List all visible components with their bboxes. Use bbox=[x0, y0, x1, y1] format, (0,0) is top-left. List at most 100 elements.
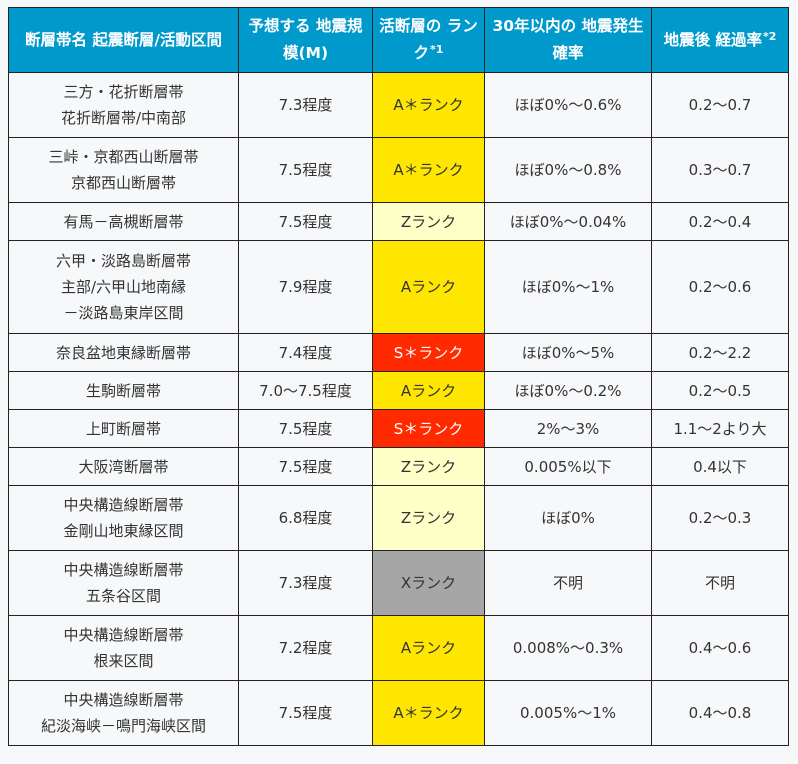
elapsed-ratio-cell: 0.2〜0.3 bbox=[651, 485, 789, 551]
fault-name-cell: 三方・花折断層帯 花折断層帯/中南部 bbox=[8, 72, 239, 138]
header-line: 活断層の bbox=[379, 17, 442, 35]
table-row: 生駒断層帯 7.0〜7.5程度 Aランク ほぼ0%〜0.2% 0.2〜0.5 bbox=[8, 371, 789, 410]
probability-cell: ほぼ0%〜0.6% bbox=[484, 72, 652, 138]
fault-name-line: 紀淡海峡－鳴門海峡区間 bbox=[40, 717, 206, 735]
probability-cell: ほぼ0%〜1% bbox=[484, 240, 652, 334]
table-row: 中央構造線断層帯 紀淡海峡－鳴門海峡区間 7.5程度 A＊ランク 0.005%〜… bbox=[8, 680, 789, 746]
table-row: 三峠・京都西山断層帯 京都西山断層帯 7.5程度 A＊ランク ほぼ0%〜0.8%… bbox=[8, 137, 789, 203]
fault-name-line: 京都西山断層帯 bbox=[70, 174, 176, 192]
fault-name-line: －淡路島東岸区間 bbox=[63, 304, 184, 322]
header-text: 経過率 bbox=[715, 30, 763, 49]
elapsed-ratio-cell: 0.2〜0.4 bbox=[651, 202, 789, 241]
rank-cell: Xランク bbox=[372, 550, 485, 616]
fault-name-cell: 六甲・淡路島断層帯 主部/六甲山地南縁 －淡路島東岸区間 bbox=[8, 240, 239, 334]
rank-cell: Zランク bbox=[372, 202, 485, 241]
probability-cell: 0.008%〜0.3% bbox=[484, 615, 652, 681]
magnitude-cell: 7.3程度 bbox=[238, 72, 373, 138]
header-line: 地震後 bbox=[663, 30, 711, 49]
probability-cell: 不明 bbox=[484, 550, 652, 616]
probability-cell: ほぼ0%〜5% bbox=[484, 333, 652, 372]
header-elapsed-ratio: 地震後 経過率*2 bbox=[651, 7, 789, 73]
footnote-marker: *2 bbox=[763, 29, 777, 43]
magnitude-cell: 7.9程度 bbox=[238, 240, 373, 334]
fault-name-line: 花折断層帯/中南部 bbox=[60, 109, 187, 127]
header-line: 断層帯名 bbox=[24, 30, 87, 49]
header-line: 地震発生確率 bbox=[552, 17, 644, 62]
probability-cell: ほぼ0%〜0.2% bbox=[484, 371, 652, 410]
fault-name-line: 上町断層帯 bbox=[85, 419, 161, 438]
fault-name-line: 六甲・淡路島断層帯 bbox=[55, 252, 191, 270]
fault-name-cell: 中央構造線断層帯 紀淡海峡－鳴門海峡区間 bbox=[8, 680, 239, 746]
magnitude-cell: 7.5程度 bbox=[238, 202, 373, 241]
header-line: 30年以内の bbox=[492, 17, 577, 35]
header-line: ランク*1 bbox=[414, 17, 478, 62]
probability-cell: 2%〜3% bbox=[484, 409, 652, 448]
fault-name-line: 金剛山地東縁区間 bbox=[63, 522, 184, 540]
magnitude-cell: 7.5程度 bbox=[238, 447, 373, 486]
probability-cell: ほぼ0%〜0.8% bbox=[484, 137, 652, 203]
fault-name-line: 根来区間 bbox=[93, 652, 154, 670]
fault-name-line: 大阪湾断層帯 bbox=[78, 457, 169, 476]
fault-table-container: 断層帯名 起震断層/活動区間 予想する 地震規模(M) 活断層の ランク*1 3… bbox=[8, 7, 789, 746]
fault-name-cell: 上町断層帯 bbox=[8, 409, 239, 448]
rank-cell: Aランク bbox=[372, 371, 485, 410]
table-row: 有馬－高槻断層帯 7.5程度 Zランク ほぼ0%〜0.04% 0.2〜0.4 bbox=[8, 202, 789, 241]
fault-name-line: 主部/六甲山地南縁 bbox=[60, 278, 187, 296]
fault-name-cell: 中央構造線断層帯 五条谷区間 bbox=[8, 550, 239, 616]
header-line: 予想する bbox=[248, 17, 311, 35]
active-fault-table: 断層帯名 起震断層/活動区間 予想する 地震規模(M) 活断層の ランク*1 3… bbox=[8, 7, 789, 746]
fault-name-cell: 生駒断層帯 bbox=[8, 371, 239, 410]
elapsed-ratio-cell: 不明 bbox=[651, 550, 789, 616]
rank-cell: Zランク bbox=[372, 447, 485, 486]
elapsed-ratio-cell: 0.4以下 bbox=[651, 447, 789, 486]
fault-name-line: 中央構造線断層帯 bbox=[63, 561, 184, 579]
fault-name-line: 五条谷区間 bbox=[85, 587, 161, 605]
header-text: ランク bbox=[413, 17, 478, 62]
table-row: 三方・花折断層帯 花折断層帯/中南部 7.3程度 A＊ランク ほぼ0%〜0.6%… bbox=[8, 72, 789, 138]
rank-cell: Aランク bbox=[372, 240, 485, 334]
probability-cell: ほぼ0% bbox=[484, 485, 652, 551]
magnitude-cell: 7.4程度 bbox=[238, 333, 373, 372]
fault-name-line: 三峠・京都西山断層帯 bbox=[48, 148, 199, 166]
probability-cell: ほぼ0%〜0.04% bbox=[484, 202, 652, 241]
magnitude-cell: 7.2程度 bbox=[238, 615, 373, 681]
table-row: 六甲・淡路島断層帯 主部/六甲山地南縁 －淡路島東岸区間 7.9程度 Aランク … bbox=[8, 240, 789, 334]
fault-name-cell: 大阪湾断層帯 bbox=[8, 447, 239, 486]
elapsed-ratio-cell: 0.2〜0.5 bbox=[651, 371, 789, 410]
rank-cell: Aランク bbox=[372, 615, 485, 681]
rank-cell: A＊ランク bbox=[372, 137, 485, 203]
elapsed-ratio-cell: 0.4〜0.6 bbox=[651, 615, 789, 681]
header-row: 断層帯名 起震断層/活動区間 予想する 地震規模(M) 活断層の ランク*1 3… bbox=[8, 7, 789, 73]
rank-cell: A＊ランク bbox=[372, 72, 485, 138]
fault-name-cell: 中央構造線断層帯 根来区間 bbox=[8, 615, 239, 681]
table-row: 奈良盆地東縁断層帯 7.4程度 S＊ランク ほぼ0%〜5% 0.2〜2.2 bbox=[8, 333, 789, 372]
fault-name-line: 中央構造線断層帯 bbox=[63, 691, 184, 709]
header-line: 経過率*2 bbox=[716, 31, 777, 49]
fault-name-cell: 三峠・京都西山断層帯 京都西山断層帯 bbox=[8, 137, 239, 203]
fault-name-line: 中央構造線断層帯 bbox=[63, 496, 184, 514]
elapsed-ratio-cell: 1.1〜2より大 bbox=[651, 409, 789, 448]
magnitude-cell: 7.5程度 bbox=[238, 680, 373, 746]
fault-name-line: 中央構造線断層帯 bbox=[63, 626, 184, 644]
header-fault-name: 断層帯名 起震断層/活動区間 bbox=[8, 7, 239, 73]
probability-cell: 0.005%〜1% bbox=[484, 680, 652, 746]
magnitude-cell: 7.3程度 bbox=[238, 550, 373, 616]
footnote-marker: *1 bbox=[430, 43, 444, 56]
fault-name-line: 生駒断層帯 bbox=[85, 381, 161, 400]
probability-cell: 0.005%以下 bbox=[484, 447, 652, 486]
elapsed-ratio-cell: 0.2〜0.7 bbox=[651, 72, 789, 138]
header-line: 起震断層/活動区間 bbox=[92, 30, 223, 49]
elapsed-ratio-cell: 0.4〜0.8 bbox=[651, 680, 789, 746]
table-row: 中央構造線断層帯 根来区間 7.2程度 Aランク 0.008%〜0.3% 0.4… bbox=[8, 615, 789, 681]
rank-cell: A＊ランク bbox=[372, 680, 485, 746]
header-rank: 活断層の ランク*1 bbox=[372, 7, 485, 73]
fault-name-line: 三方・花折断層帯 bbox=[63, 83, 184, 101]
rank-cell: S＊ランク bbox=[372, 409, 485, 448]
magnitude-cell: 7.5程度 bbox=[238, 137, 373, 203]
table-row: 中央構造線断層帯 金剛山地東縁区間 6.8程度 Zランク ほぼ0% 0.2〜0.… bbox=[8, 485, 789, 551]
header-line: 地震規模(M) bbox=[282, 17, 363, 62]
magnitude-cell: 6.8程度 bbox=[238, 485, 373, 551]
table-row: 中央構造線断層帯 五条谷区間 7.3程度 Xランク 不明 不明 bbox=[8, 550, 789, 616]
elapsed-ratio-cell: 0.2〜0.6 bbox=[651, 240, 789, 334]
magnitude-cell: 7.5程度 bbox=[238, 409, 373, 448]
